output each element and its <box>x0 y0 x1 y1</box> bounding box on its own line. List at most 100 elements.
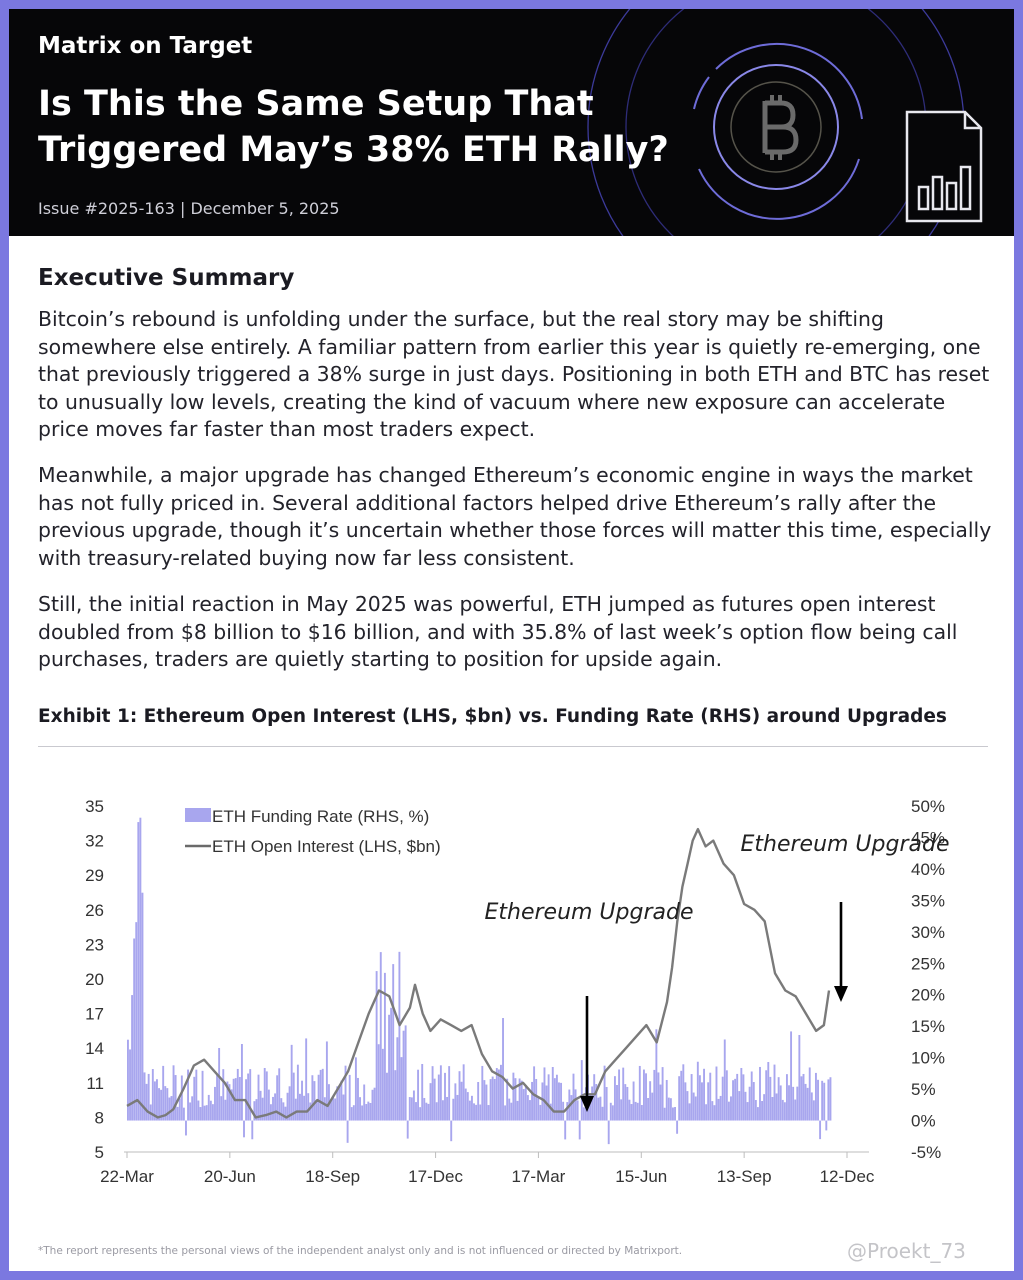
funding-bar <box>765 1070 768 1121</box>
funding-bar <box>717 1098 720 1121</box>
funding-bar <box>541 1082 544 1121</box>
funding-bar <box>609 1102 612 1121</box>
funding-bar <box>555 1074 558 1121</box>
funding-bar <box>230 1089 233 1121</box>
left-tick-label: 23 <box>85 935 104 954</box>
funding-bar <box>359 1097 361 1121</box>
x-tick-label: 13-Sep <box>717 1167 772 1186</box>
funding-bar <box>456 1094 459 1121</box>
funding-bar <box>640 1105 643 1121</box>
funding-bar <box>354 1057 357 1121</box>
legend-funding-swatch <box>185 808 211 822</box>
funding-bar <box>431 1066 434 1121</box>
funding-bar <box>222 1069 225 1121</box>
right-tick-label: 35% <box>911 891 945 910</box>
disclaimer-footnote: *The report represents the personal view… <box>38 1245 683 1257</box>
funding-bar <box>133 938 136 1121</box>
funding-bar <box>485 1084 488 1121</box>
funding-bar <box>578 1120 581 1140</box>
funding-bar <box>773 1064 776 1121</box>
funding-bar <box>593 1074 596 1121</box>
funding-bar <box>638 1065 641 1121</box>
funding-bar <box>166 1088 169 1121</box>
right-tick-label: 15% <box>911 1017 945 1036</box>
funding-bar <box>531 1081 533 1121</box>
funding-bar <box>182 1107 185 1121</box>
x-tick-label: 12-Dec <box>820 1167 875 1186</box>
left-tick-label: 26 <box>85 901 104 920</box>
funding-bar <box>191 1096 194 1121</box>
funding-bar <box>508 1098 511 1121</box>
funding-bar <box>203 1105 206 1121</box>
funding-bar <box>209 1100 212 1121</box>
funding-bar <box>756 1107 759 1121</box>
funding-bar <box>458 1071 461 1121</box>
funding-bar <box>178 1098 181 1121</box>
funding-bar <box>823 1082 826 1121</box>
funding-bar <box>419 1107 422 1121</box>
funding-bar <box>819 1120 822 1140</box>
funding-bar <box>365 1104 368 1121</box>
funding-bar <box>558 1082 560 1121</box>
funding-bar <box>325 1041 328 1121</box>
funding-bar <box>296 1064 299 1121</box>
funding-bar <box>620 1099 623 1121</box>
funding-bar <box>659 1084 662 1121</box>
funding-bar <box>369 1103 372 1121</box>
left-tick-label: 32 <box>85 832 104 851</box>
left-tick-label: 14 <box>85 1039 104 1058</box>
funding-bar <box>137 822 140 1121</box>
funding-bar <box>371 1089 374 1121</box>
funding-bar <box>448 1066 451 1121</box>
x-tick-label: 17-Mar <box>511 1167 565 1186</box>
funding-bar <box>388 1014 391 1121</box>
exhibit-title: Exhibit 1: Ethereum Open Interest (LHS, … <box>38 706 947 727</box>
funding-bar <box>779 1085 782 1121</box>
funding-bar <box>800 1076 803 1121</box>
summary-paragraph-3: Still, the initial reaction in May 2025 … <box>38 592 958 671</box>
funding-bar <box>375 971 378 1121</box>
funding-bar <box>158 1088 160 1121</box>
funding-bar <box>688 1103 691 1121</box>
funding-bar <box>597 1097 600 1121</box>
funding-bar <box>301 1080 303 1121</box>
funding-bar <box>754 1100 757 1121</box>
funding-bar <box>425 1102 428 1121</box>
funding-bar <box>367 1101 370 1121</box>
funding-bar <box>141 892 144 1121</box>
funding-bar <box>189 1102 192 1121</box>
funding-bar <box>433 1078 436 1121</box>
annotation-upgrade-2: Ethereum Upgrade <box>740 832 950 1002</box>
funding-bar <box>207 1094 210 1121</box>
funding-bar <box>350 1107 353 1121</box>
funding-bar <box>313 1081 316 1121</box>
funding-bar <box>618 1069 621 1121</box>
funding-bar <box>524 1085 527 1121</box>
funding-bar <box>655 1029 658 1121</box>
x-axis: 22-Mar 20-Jun 18-Sep 17-Dec 17-Mar 15-Jun 13-S… <box>100 1152 875 1186</box>
funding-bar <box>761 1101 764 1121</box>
funding-bar <box>294 1098 297 1121</box>
funding-bar <box>383 972 386 1121</box>
x-tick-label: 22-Mar <box>100 1167 154 1186</box>
funding-bar <box>742 1074 745 1121</box>
funding-bar <box>543 1067 546 1121</box>
funding-bar <box>348 1074 351 1121</box>
funding-bar <box>402 1030 405 1121</box>
funding-bar <box>825 1120 828 1131</box>
brand-name: Matrix on Target <box>38 33 253 59</box>
funding-bar <box>160 1089 163 1121</box>
right-tick-label: 5% <box>911 1080 936 1099</box>
funding-bar <box>129 1049 131 1121</box>
funding-bar <box>454 1083 457 1121</box>
funding-bar <box>421 1063 424 1121</box>
funding-bar <box>676 1120 679 1134</box>
funding-bar <box>607 1120 610 1145</box>
funding-bar <box>821 1080 824 1121</box>
funding-bar <box>267 1089 270 1121</box>
funding-bar <box>452 1098 455 1121</box>
funding-bar <box>611 1105 614 1121</box>
funding-bar <box>135 922 138 1121</box>
funding-bar <box>632 1081 635 1121</box>
funding-bar <box>400 1057 403 1121</box>
